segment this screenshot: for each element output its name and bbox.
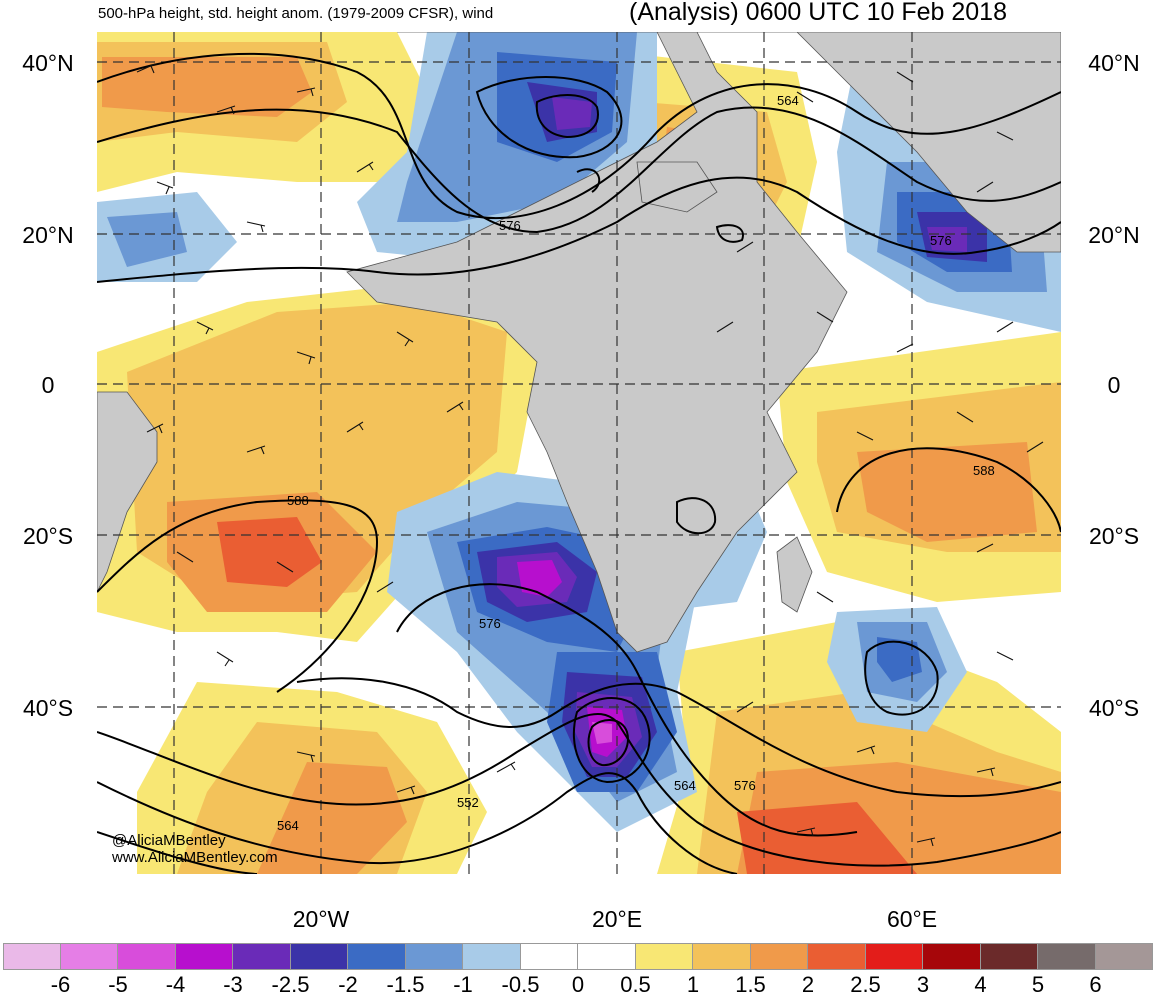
contour-label: 564 xyxy=(277,818,299,833)
colorbar-swatch xyxy=(290,943,348,970)
colorbar-tick-label: 6 xyxy=(1089,972,1102,997)
lat-label-20n-right: 20°N xyxy=(1088,222,1140,248)
colorbar-tick-label: -5 xyxy=(108,972,128,997)
credit-handle: @AliciaMBentley xyxy=(112,832,226,849)
colorbar-swatch xyxy=(348,943,406,970)
colorbar-tick-label: 0.5 xyxy=(620,972,651,997)
colorbar-tick-label: -0.5 xyxy=(501,972,540,997)
colorbar-swatch xyxy=(865,943,923,970)
lat-label-40s-left: 40°S xyxy=(22,695,74,721)
lat-label-40s-right: 40°S xyxy=(1088,695,1140,721)
colorbar-swatch xyxy=(750,943,808,970)
colorbar-tick-label: -6 xyxy=(50,972,71,997)
colorbar-swatch xyxy=(693,943,751,970)
lat-label-20n-left: 20°N xyxy=(22,222,74,248)
map-title: (Analysis) 0600 UTC 10 Feb 2018 xyxy=(629,0,1007,26)
lat-label-20s-left: 20°S xyxy=(22,523,74,549)
contour-label: 564 xyxy=(777,93,799,108)
colorbar-tick-label: -4 xyxy=(165,972,186,997)
colorbar-swatch xyxy=(405,943,463,970)
contour-label: 552 xyxy=(457,795,479,810)
contour-label: 564 xyxy=(674,778,696,793)
lon-label-20e: 20°E xyxy=(591,906,643,932)
credit-website: www.AliciaMBentley.com xyxy=(112,849,278,866)
colorbar-tick-label: 1.5 xyxy=(735,972,766,997)
wind-barbs xyxy=(136,63,1044,847)
colorbar-tick-label: 0 xyxy=(571,972,585,997)
colorbar-tick-label: 5 xyxy=(1031,972,1045,997)
colorbar-swatch xyxy=(808,943,866,970)
colorbar-swatch xyxy=(60,943,118,970)
colorbar-swatch xyxy=(175,943,233,970)
graticule xyxy=(97,32,1061,874)
colorbar-swatch xyxy=(578,943,636,970)
map-canvas: 564 576 576 588 588 576 564 576 552 564 xyxy=(97,32,1061,874)
map-subtitle: 500-hPa height, std. height anom. (1979-… xyxy=(98,5,494,22)
colorbar-swatch xyxy=(463,943,521,970)
colorbar-tick-label: -1.5 xyxy=(386,972,425,997)
land-masses xyxy=(97,32,1061,653)
colorbar-swatch xyxy=(635,943,693,970)
lon-label-60e: 60°E xyxy=(886,906,938,932)
colorbar-swatch xyxy=(520,943,578,970)
colorbar-tick-label: 4 xyxy=(974,972,987,997)
lat-label-40n-left: 40°N xyxy=(22,50,74,76)
colorbar-swatch xyxy=(923,943,981,970)
lat-label-eq-right: 0 xyxy=(1107,372,1121,398)
colorbar-swatch xyxy=(3,943,61,970)
lon-label-20w: 20°W xyxy=(292,906,350,932)
colorbar-tick-label: 2.5 xyxy=(850,972,881,997)
contour-label: 588 xyxy=(287,493,309,508)
lat-label-eq-left: 0 xyxy=(41,372,55,398)
colorbar-swatch xyxy=(980,943,1038,970)
contour-labels: 564 576 576 588 588 576 564 576 552 564 xyxy=(277,93,995,833)
contour-label: 588 xyxy=(973,463,995,478)
colorbar-tick-label: -2 xyxy=(338,972,358,997)
contour-label: 576 xyxy=(734,778,756,793)
colorbar-swatch xyxy=(1095,943,1153,970)
height-contours xyxy=(97,52,1061,874)
contour-label: 576 xyxy=(499,218,521,233)
colorbar-tick-label: -2.5 xyxy=(271,972,310,997)
colorbar-tick-label: 2 xyxy=(801,972,815,997)
colorbar-swatch xyxy=(233,943,291,970)
contour-label: 576 xyxy=(930,233,952,248)
contour-label: 576 xyxy=(479,616,501,631)
colorbar-tick-label: 3 xyxy=(916,972,930,997)
colorbar-tick-labels: -6 -5 -4 -3 -2.5 -2 -1.5 -1 -0.5 0 0.5 1 1.5 2 2.5 3 4 5 6 xyxy=(3,972,1153,999)
colorbar-tick-label: -1 xyxy=(453,972,473,997)
colorbar-swatch xyxy=(1038,943,1096,970)
colorbar-swatch xyxy=(118,943,176,970)
colorbar-tick-label: 1 xyxy=(686,972,700,997)
colorbar xyxy=(3,943,1153,970)
lat-label-40n-right: 40°N xyxy=(1088,50,1140,76)
lat-label-20s-right: 20°S xyxy=(1088,523,1140,549)
map-panel: 564 576 576 588 588 576 564 576 552 564 xyxy=(97,32,1061,874)
colorbar-tick-label: -3 xyxy=(223,972,243,997)
